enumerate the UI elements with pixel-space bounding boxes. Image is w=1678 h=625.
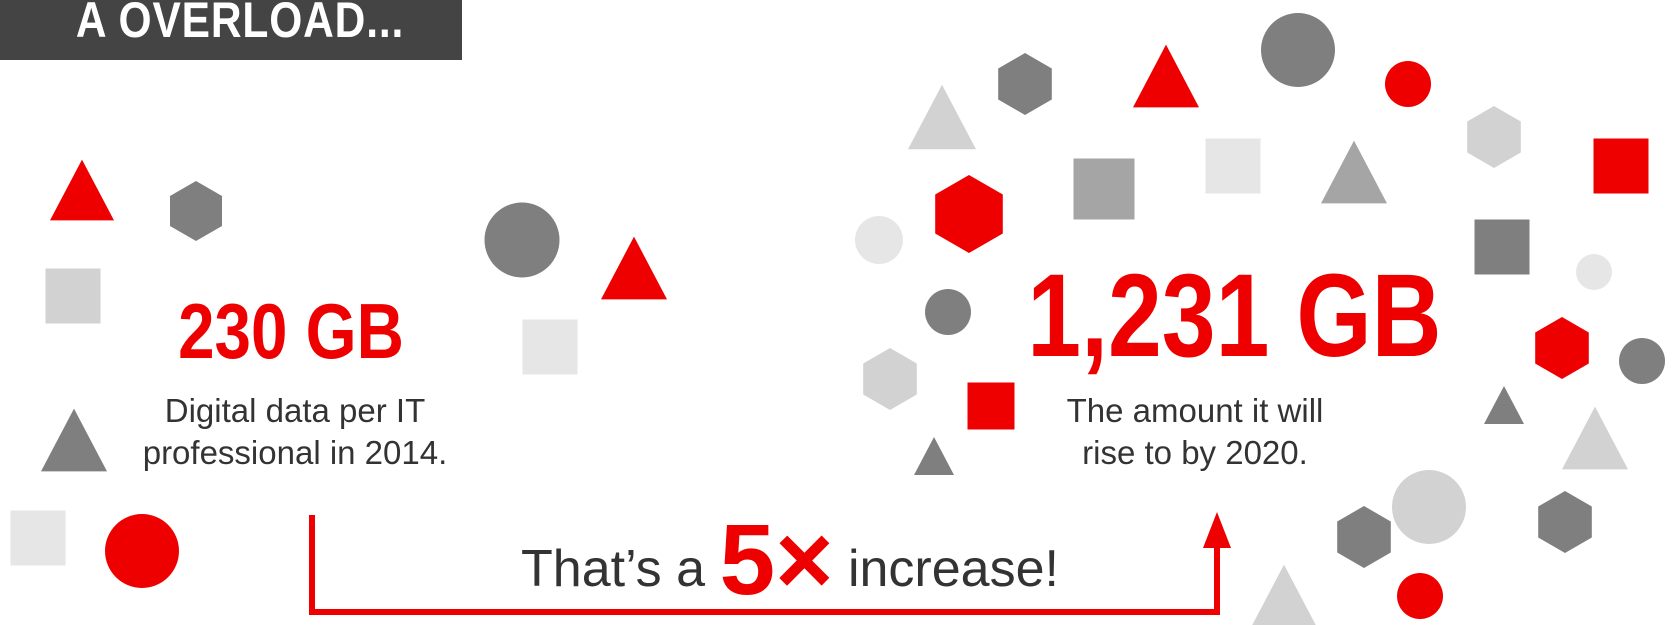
decorative-square-icon [45, 268, 101, 324]
decorative-triangle-icon [50, 159, 114, 221]
decorative-triangle-icon [1321, 140, 1387, 204]
decorative-hexagon-icon [170, 181, 222, 241]
stat-2020-caption-line2: rise to by 2020. [1082, 434, 1308, 471]
decorative-hexagon-icon [998, 53, 1052, 115]
increase-multiplier: 5× [719, 504, 834, 616]
increase-prefix: That’s a [521, 540, 720, 598]
decorative-circle-icon [1392, 470, 1466, 544]
decorative-circle-icon [1385, 61, 1431, 107]
decorative-square-icon [1474, 219, 1530, 275]
increase-statement: That’s a 5× increase! [440, 503, 1140, 618]
decorative-hexagon-icon [1538, 491, 1592, 553]
decorative-triangle-icon [1252, 564, 1316, 625]
decorative-circle-icon [1397, 573, 1443, 619]
decorative-triangle-icon [1484, 386, 1524, 424]
decorative-circle-icon [484, 202, 560, 278]
stat-2020-caption: The amount it will rise to by 2020. [1035, 390, 1355, 474]
decorative-square-icon [1073, 158, 1135, 220]
bracket-line [309, 515, 1220, 615]
decorative-hexagon-icon [935, 175, 1003, 253]
decorative-triangle-icon [1133, 44, 1199, 108]
decorative-square-icon [1593, 138, 1649, 194]
decorative-circle-icon [925, 289, 971, 335]
decorative-triangle-icon [41, 408, 107, 472]
stat-2014-caption-line2: professional in 2014. [142, 434, 448, 471]
decorative-square-icon [10, 510, 66, 566]
title-banner: A OVERLOAD... [0, 0, 462, 60]
stat-2020-caption-line1: The amount it will [1066, 392, 1324, 429]
increase-suffix: increase! [833, 540, 1059, 598]
decorative-circle-icon [1261, 13, 1335, 87]
decorative-triangle-icon [601, 236, 667, 300]
decorative-hexagon-icon [1467, 106, 1521, 168]
stat-2014-caption-line1: Digital data per IT [164, 392, 426, 429]
decorative-triangle-icon [1562, 406, 1628, 470]
title-banner-text: A OVERLOAD... [75, 0, 404, 48]
decorative-circle-icon [105, 514, 179, 588]
decorative-square-icon [1205, 138, 1261, 194]
decorative-hexagon-icon [1337, 506, 1391, 568]
decorative-circle-icon [1576, 254, 1612, 290]
stat-2014-caption: Digital data per IT professional in 2014… [110, 390, 480, 474]
decorative-square-icon [522, 319, 578, 375]
decorative-circle-icon [855, 216, 903, 264]
decorative-triangle-icon [908, 84, 976, 150]
decorative-square-icon [967, 382, 1015, 430]
bracket-arrowhead-icon [1203, 512, 1231, 548]
decorative-triangle-icon [914, 437, 954, 475]
decorative-circle-icon [1619, 338, 1665, 384]
decorative-hexagon-icon [863, 348, 917, 410]
stat-2020-value: 1,231 GB [1027, 250, 1442, 382]
stat-2014-value: 230 GB [178, 287, 404, 375]
decorative-hexagon-icon [1535, 317, 1589, 379]
